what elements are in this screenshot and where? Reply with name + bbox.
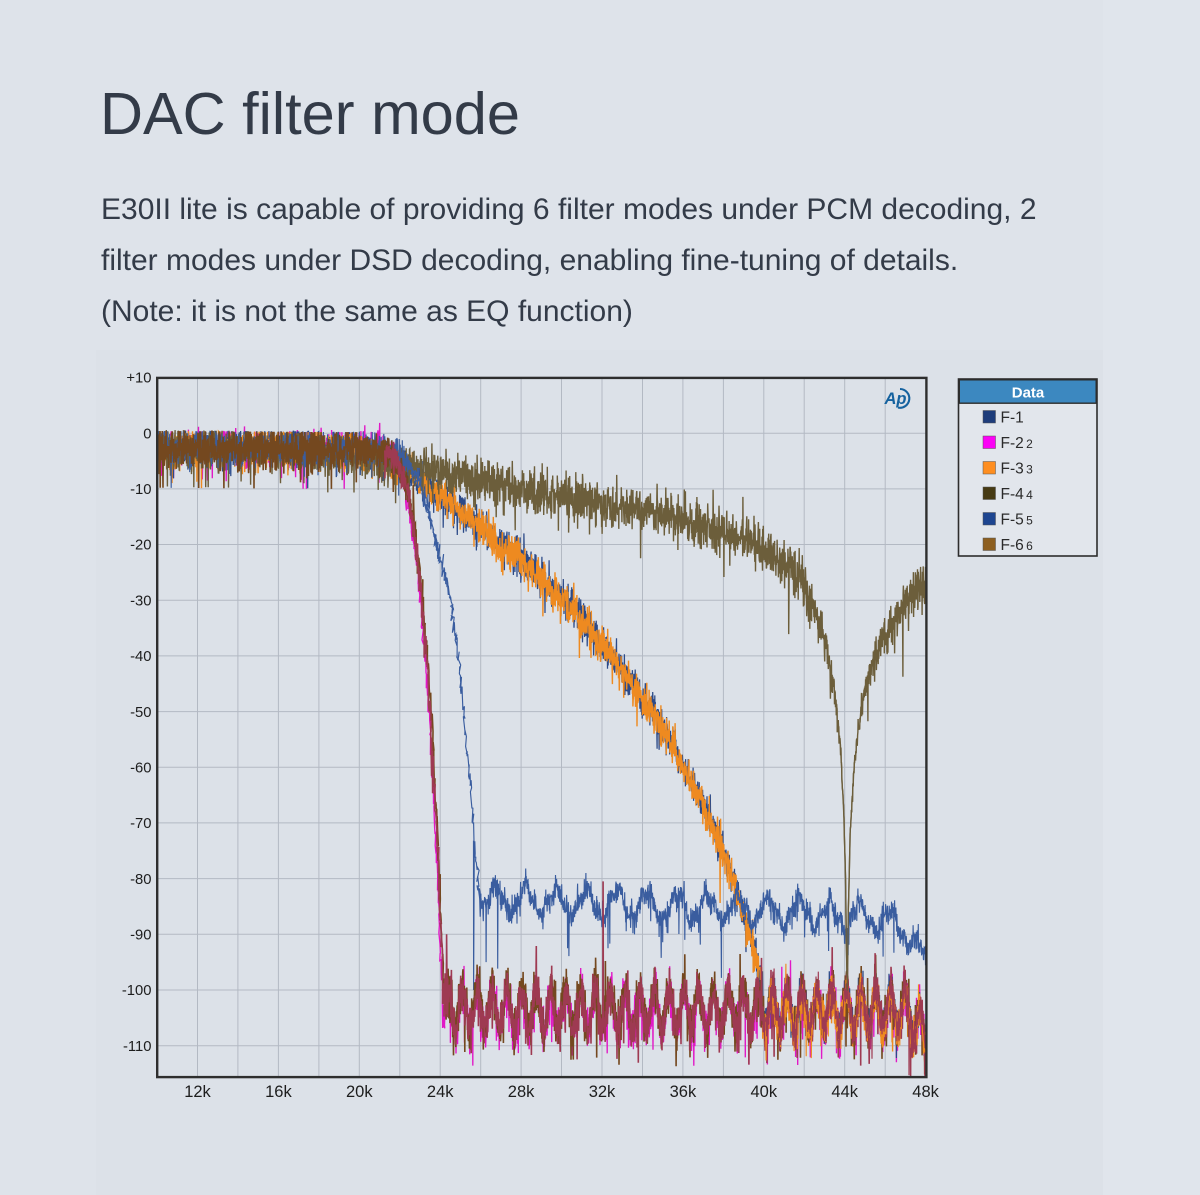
svg-text:F-3 3: F-3 3 bbox=[1001, 461, 1034, 478]
svg-text:20k: 20k bbox=[346, 1083, 373, 1101]
svg-text:12k: 12k bbox=[184, 1083, 211, 1101]
svg-text:Data: Data bbox=[1012, 385, 1045, 402]
svg-text:F-5 5: F-5 5 bbox=[1001, 512, 1034, 529]
svg-text:Ap: Ap bbox=[884, 390, 907, 408]
svg-text:24k: 24k bbox=[427, 1083, 454, 1101]
svg-text:-110: -110 bbox=[123, 1039, 152, 1055]
svg-text:-80: -80 bbox=[130, 872, 151, 888]
svg-text:-70: -70 bbox=[130, 816, 151, 832]
svg-text:28k: 28k bbox=[508, 1083, 535, 1101]
svg-text:-60: -60 bbox=[130, 761, 151, 777]
svg-text:48k: 48k bbox=[912, 1083, 939, 1101]
svg-text:16k: 16k bbox=[265, 1083, 292, 1101]
svg-text:-100: -100 bbox=[122, 983, 152, 999]
svg-text:-20: -20 bbox=[130, 538, 151, 554]
svg-text:32k: 32k bbox=[589, 1083, 616, 1101]
svg-text:-50: -50 bbox=[130, 705, 151, 721]
svg-text:0: 0 bbox=[143, 426, 151, 442]
svg-text:40k: 40k bbox=[750, 1083, 777, 1101]
svg-text:-40: -40 bbox=[130, 649, 151, 665]
svg-text:F-1: F-1 bbox=[1001, 410, 1024, 427]
svg-text:-90: -90 bbox=[130, 928, 151, 944]
svg-text:-10: -10 bbox=[130, 482, 151, 498]
svg-text:F-6 6: F-6 6 bbox=[1001, 537, 1034, 554]
svg-text:F-2 2: F-2 2 bbox=[1001, 435, 1034, 452]
svg-text:-30: -30 bbox=[130, 593, 151, 609]
svg-text:+10: +10 bbox=[126, 371, 151, 387]
svg-text:36k: 36k bbox=[670, 1083, 697, 1101]
svg-text:F-4 4: F-4 4 bbox=[1001, 486, 1034, 503]
svg-text:44k: 44k bbox=[831, 1083, 858, 1101]
